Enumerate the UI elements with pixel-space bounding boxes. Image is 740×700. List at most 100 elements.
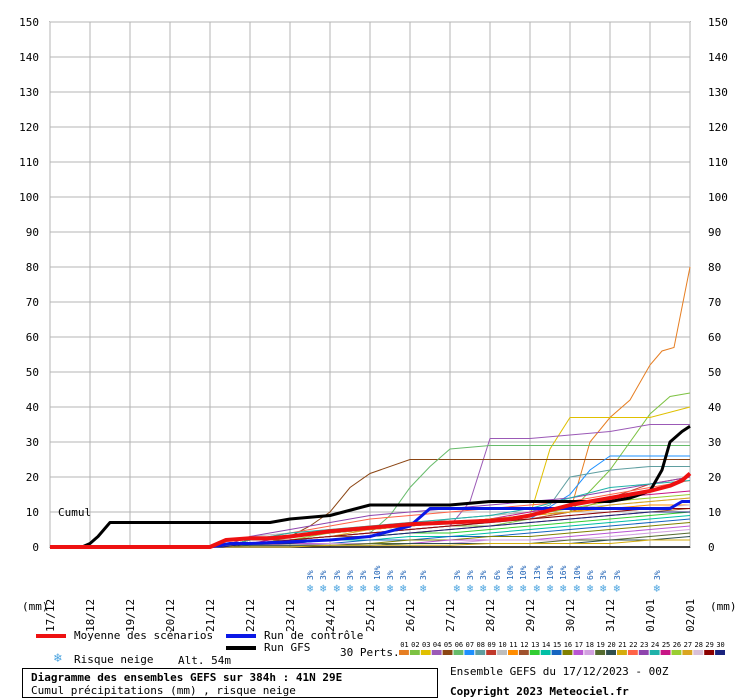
member-swatch [442,650,453,655]
x-tick-label: 21/12 [204,599,217,632]
member-number: 09 [487,641,495,649]
x-tick-label: 30/12 [564,599,577,632]
y-tick-label-left: 90 [26,226,39,239]
member-swatch [464,650,475,655]
member-swatch [431,650,442,655]
snowflake-icon: ❄ [587,582,594,595]
snowflake-icon: ❄ [373,582,380,595]
ensemble-info: Ensemble GEFS du 17/12/2023 - 00Z [450,665,669,678]
member-line-20 [50,536,691,548]
x-tick-label: 24/12 [324,599,337,632]
snowflake-icon: ❄ [560,582,567,595]
x-tick-label: 20/12 [164,599,177,632]
chart-subtitle: Cumul précipitations (mm) , risque neige [31,684,296,697]
legend-gfs-label: Run GFS [264,641,311,654]
cumul-label: Cumul [58,506,91,519]
snow-risk-pct: 10% [373,565,382,580]
member-number: 21 [618,641,626,649]
snowflake-icon: ❄ [533,582,540,595]
member-number: 29 [705,641,713,649]
chart-title: Diagramme des ensembles GEFS sur 384h : … [31,671,343,684]
y-tick-label-left: 10 [26,506,39,519]
member-swatch [682,650,693,655]
chart-grid [49,21,691,548]
x-tick-label: 29/12 [524,599,537,632]
y-tick-label-left: 40 [26,401,39,414]
snow-risk-pct: 3% [453,570,462,580]
member-swatch [573,650,584,655]
snow-risk-pct: 10% [519,565,528,580]
legend-snow-label: Risque neige [74,653,154,666]
member-swatch [671,650,682,655]
snow-risk-pct: 3% [599,570,608,580]
altitude-label: Alt. 54m [178,654,231,667]
member-number: 20 [607,641,615,649]
x-tick-label: 19/12 [124,599,137,632]
legend-mean-label: Moyenne des scénarios [74,629,214,642]
y-tick-label-left: 150 [19,16,39,29]
snowflake-icon: ❄ [54,651,62,666]
y-tick-label-right: 40 [708,401,721,414]
member-swatch [638,650,649,655]
x-tick-label: 02/01 [684,599,697,632]
y-axis-unit-left: (mm) [22,600,49,613]
snow-risk-pct: 13% [533,565,542,580]
member-number: 28 [695,641,703,649]
snow-risk-pct: 3% [359,570,368,580]
member-number: 24 [651,641,659,649]
member-number: 11 [509,641,517,649]
member-number: 18 [586,641,594,649]
copyright: Copyright 2023 Meteociel.fr [450,685,629,698]
snow-risk-pct: 3% [386,570,395,580]
member-number: 19 [596,641,604,649]
member-swatch [562,650,573,655]
member-number: 02 [411,641,419,649]
y-tick-label-right: 110 [708,156,728,169]
snow-risk-pct: 3% [333,570,342,580]
snowflake-icon: ❄ [547,582,554,595]
snowflake-icon: ❄ [467,582,474,595]
member-number: 15 [553,641,561,649]
members-count-label: 30 Perts. [340,646,400,659]
member-swatch [540,650,551,655]
y-tick-label-right: 20 [708,471,721,484]
series-line [50,471,692,549]
member-number: 27 [684,641,692,649]
y-tick-label-left: 100 [19,191,39,204]
snow-risk-pct: 3% [479,570,488,580]
y-tick-label-right: 0 [708,541,715,554]
snow-risk-pct: 3% [466,570,475,580]
member-number: 01 [400,641,408,649]
member-number: 26 [673,641,681,649]
member-swatch [595,650,606,655]
y-axis-left: 0 10 20 30 40 50 60 70 80 90 100 110 120 130 140 150 [19,16,39,554]
member-number: 10 [498,641,506,649]
member-number: 12 [520,641,528,649]
snowflake-icon: ❄ [387,582,394,595]
member-swatch [399,650,409,655]
member-swatch [715,650,725,655]
y-axis-unit-right: (mm) [710,600,737,613]
snow-risk-pct: 6% [586,570,595,580]
x-tick-label: 26/12 [404,599,417,632]
snowflake-icon: ❄ [573,582,580,595]
snowflake-icon: ❄ [653,582,660,595]
x-tick-label: 27/12 [444,599,457,632]
y-tick-label-left: 130 [19,86,39,99]
snowflake-icon: ❄ [400,582,407,595]
snow-risk-pct: 10% [573,565,582,580]
snowflake-icon: ❄ [613,582,620,595]
x-tick-label: 22/12 [244,599,257,632]
member-number: 23 [640,641,648,649]
y-tick-label-right: 50 [708,366,721,379]
x-tick-label: 23/12 [284,599,297,632]
y-tick-label-left: 30 [26,436,39,449]
x-axis: 17/12 18/12 19/12 20/12 21/12 22/12 23/12 24/12… [44,599,697,632]
snowflake-icon: ❄ [347,582,354,595]
member-number: 05 [444,641,452,649]
member-swatch [551,650,562,655]
member-swatch [606,650,616,655]
snow-risk-pct: 3% [653,570,662,580]
x-tick-label: 25/12 [364,599,377,632]
snowflake-icon: ❄ [507,582,514,595]
